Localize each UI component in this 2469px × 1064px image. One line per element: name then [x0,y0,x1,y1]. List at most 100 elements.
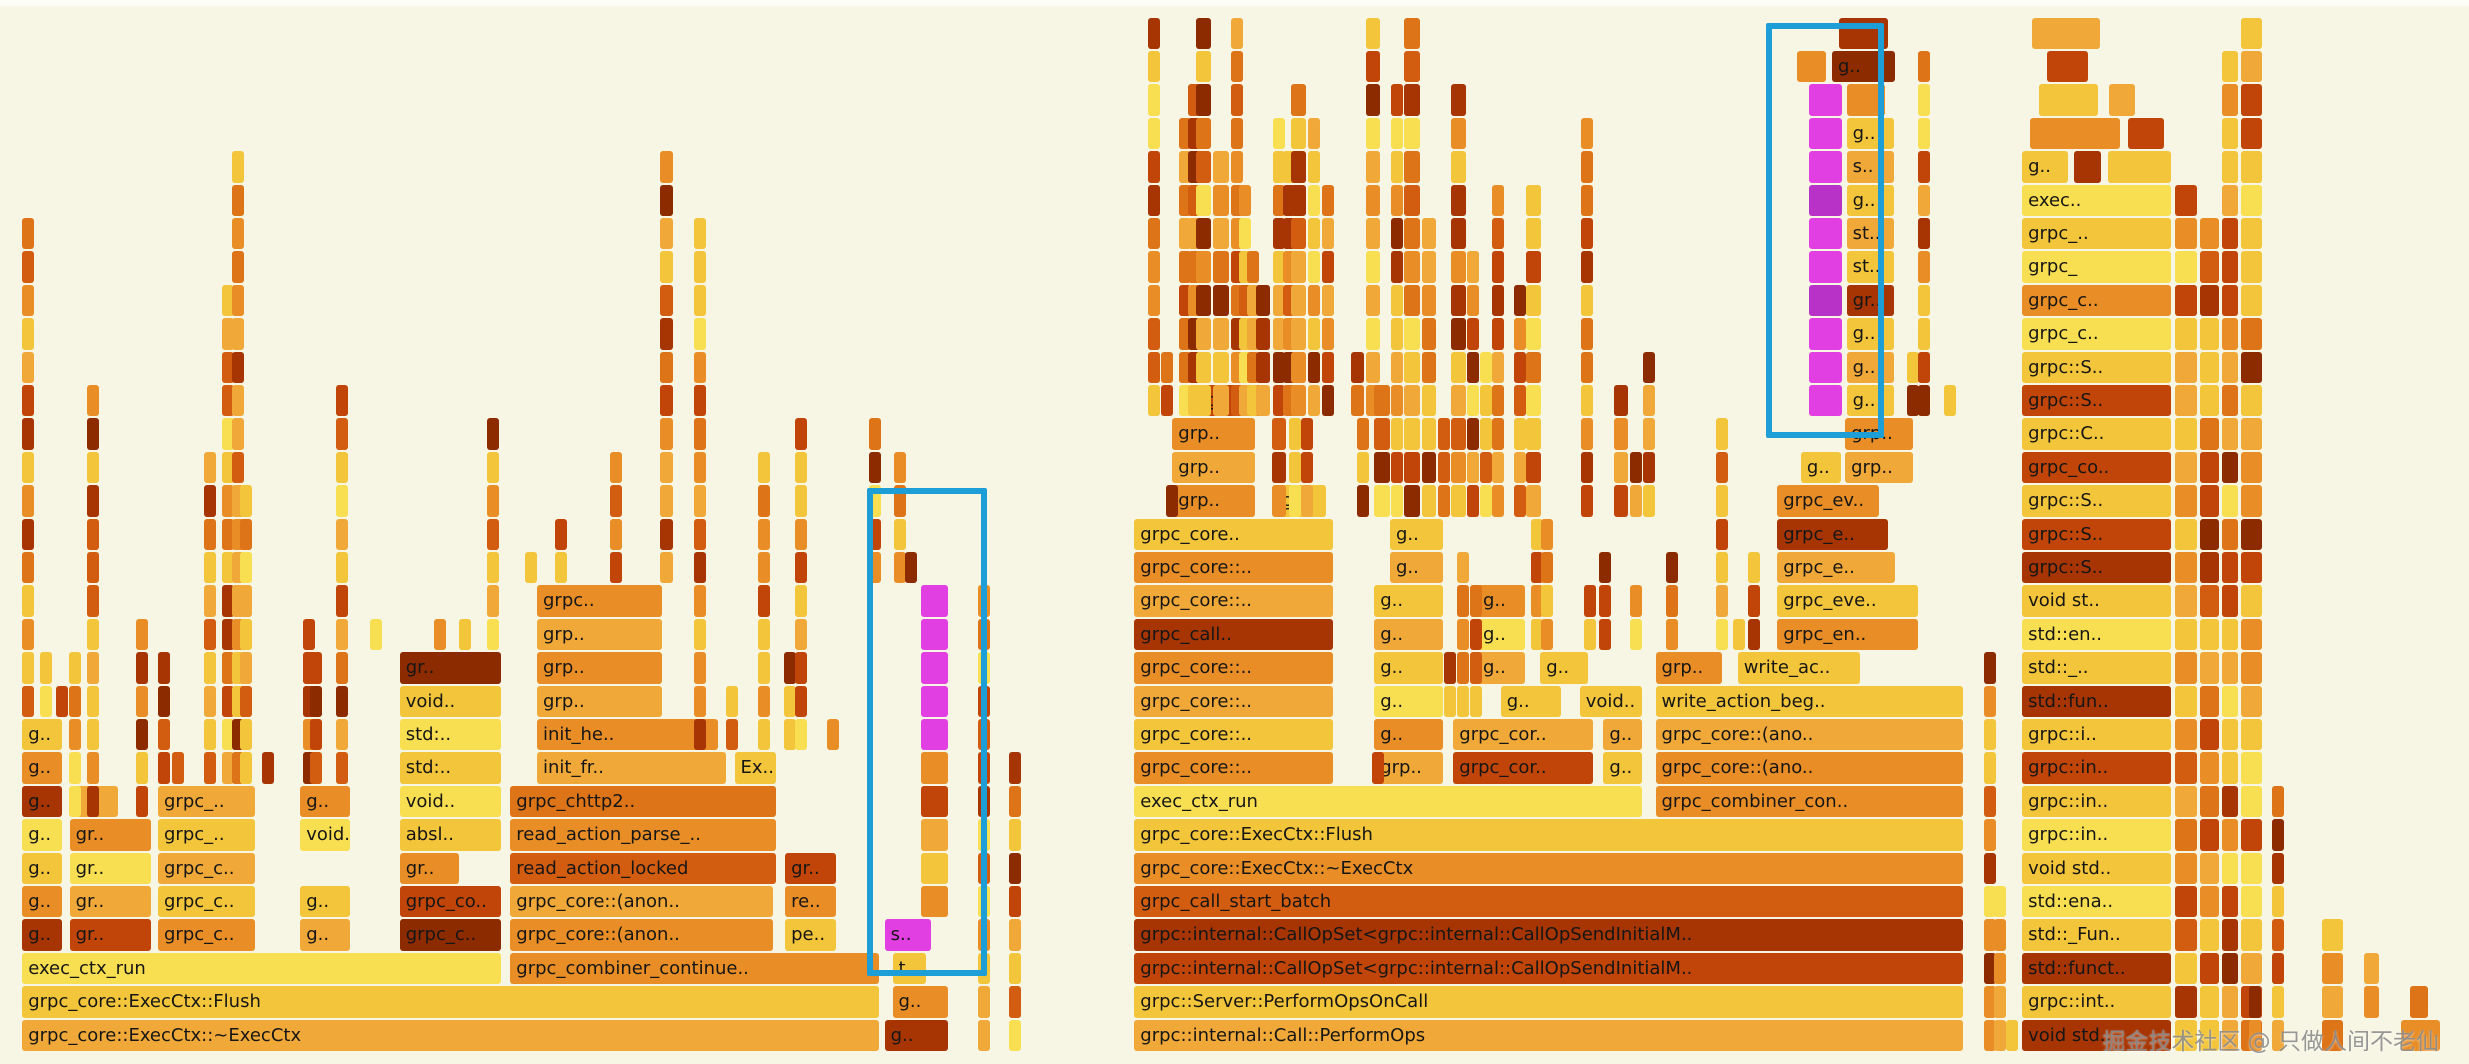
flame-frame[interactable] [977,1019,990,1051]
flame-frame[interactable]: grpc_en.. [1777,618,1919,651]
flame-frame[interactable] [1213,385,1229,417]
flame-frame[interactable]: void.. [399,785,502,818]
flame-frame[interactable] [1994,886,2006,918]
flame-frame[interactable] [2175,685,2198,717]
flame-frame[interactable] [1437,418,1450,450]
flame-frame[interactable]: grpc_core.. [1134,518,1334,550]
flame-frame[interactable] [1391,117,1404,150]
flame-frame[interactable] [2240,719,2262,751]
flame-frame[interactable] [610,485,623,517]
flame-frame[interactable] [1421,351,1436,383]
flame-frame[interactable] [2200,752,2220,784]
flame-frame[interactable] [1272,451,1287,484]
flame-frame[interactable] [1642,418,1655,450]
flame-frame[interactable] [22,485,35,517]
flame-frame[interactable] [1456,652,1469,684]
flame-frame[interactable] [1290,84,1306,116]
flame-frame[interactable] [232,284,245,317]
flame-frame[interactable]: grpc_core::.. [1134,552,1334,584]
flame-frame[interactable] [1290,284,1306,317]
flame-frame[interactable] [2200,385,2220,417]
flame-frame[interactable] [1008,852,1021,884]
flame-frame[interactable] [86,518,99,550]
flame-frame[interactable] [1456,685,1469,717]
flame-frame[interactable]: grpc_core::ExecCtx::Flush [1134,819,1963,851]
flame-frame[interactable]: void.. [1579,685,1642,717]
flame-frame[interactable] [1272,151,1285,183]
flame-frame[interactable] [660,218,673,250]
flame-frame[interactable] [1213,151,1229,183]
flame-frame[interactable] [920,685,949,717]
flame-frame[interactable] [335,385,348,417]
flame-frame[interactable] [1365,318,1381,350]
flame-frame[interactable] [894,518,907,550]
flame-frame[interactable] [1467,351,1480,383]
flame-frame[interactable] [1530,585,1543,617]
flame-frame[interactable] [1196,351,1212,383]
flame-frame[interactable]: init_he.. [537,719,718,751]
flame-frame[interactable] [221,485,234,517]
flame-frame[interactable] [2175,886,2198,918]
flame-frame[interactable] [1513,485,1526,517]
flame-frame[interactable] [239,552,252,584]
flame-frame[interactable]: void st.. [2022,585,2171,617]
flame-frame[interactable] [1513,385,1526,417]
flame-frame[interactable]: re.. [785,886,837,918]
flame-frame[interactable] [1994,1019,2006,1051]
flame-frame[interactable] [920,819,949,851]
flame-frame[interactable] [1491,184,1504,216]
flame-frame[interactable]: grpc_c.. [158,852,255,884]
flame-frame[interactable] [977,652,990,684]
flame-frame[interactable] [1196,184,1212,216]
flame-frame[interactable] [894,451,907,484]
flame-frame[interactable]: void.. [300,819,350,851]
flame-frame[interactable] [1148,117,1160,150]
flame-frame[interactable]: grpc_core::.. [1134,719,1334,751]
flame-frame[interactable] [1300,485,1313,517]
flame-frame[interactable] [2200,919,2220,951]
flame-frame[interactable] [136,785,149,818]
flame-frame[interactable] [977,685,990,717]
flame-frame[interactable] [2200,986,2220,1018]
flame-frame[interactable] [1983,1019,1996,1051]
flame-frame[interactable]: g.. [1846,318,1895,350]
flame-frame[interactable]: g.. [1374,719,1443,751]
flame-frame[interactable] [2249,986,2262,1018]
flame-frame[interactable] [757,585,770,617]
flame-frame[interactable] [795,719,808,751]
flame-frame[interactable] [2401,1019,2440,1051]
flame-frame[interactable] [22,218,35,250]
flame-frame[interactable] [1444,652,1457,684]
flame-frame[interactable] [1196,84,1212,116]
flame-frame[interactable]: grpc_c.. [2022,318,2171,350]
flame-frame[interactable] [869,418,882,450]
flame-frame[interactable] [2200,518,2220,550]
flame-frame[interactable] [1846,84,1886,116]
flame-frame[interactable] [693,585,706,617]
flame-frame[interactable]: grpc_combiner_continue.. [510,952,879,985]
flame-frame[interactable] [1256,318,1271,350]
flame-frame[interactable] [1467,451,1480,484]
flame-frame[interactable] [1308,218,1321,250]
flame-frame[interactable] [335,451,348,484]
flame-frame[interactable] [2074,151,2102,183]
flame-frame[interactable] [977,785,990,818]
flame-frame[interactable] [2221,151,2239,183]
flame-frame[interactable] [335,585,348,617]
flame-frame[interactable] [1450,284,1466,317]
flame-frame[interactable] [1450,485,1466,517]
flame-frame[interactable]: grpc::in.. [2022,785,2171,818]
flame-frame[interactable] [920,752,949,784]
flame-frame[interactable] [239,618,252,651]
flame-frame[interactable] [2175,652,2198,684]
flame-frame[interactable] [795,418,808,450]
flame-frame[interactable] [335,685,348,717]
flame-frame[interactable] [1450,218,1466,250]
flame-frame[interactable] [1272,485,1287,517]
flame-frame[interactable] [1213,251,1229,283]
flame-frame[interactable] [1290,351,1306,383]
flame-frame[interactable] [2221,218,2239,250]
flame-frame[interactable] [22,418,35,450]
flame-frame[interactable] [554,552,567,584]
